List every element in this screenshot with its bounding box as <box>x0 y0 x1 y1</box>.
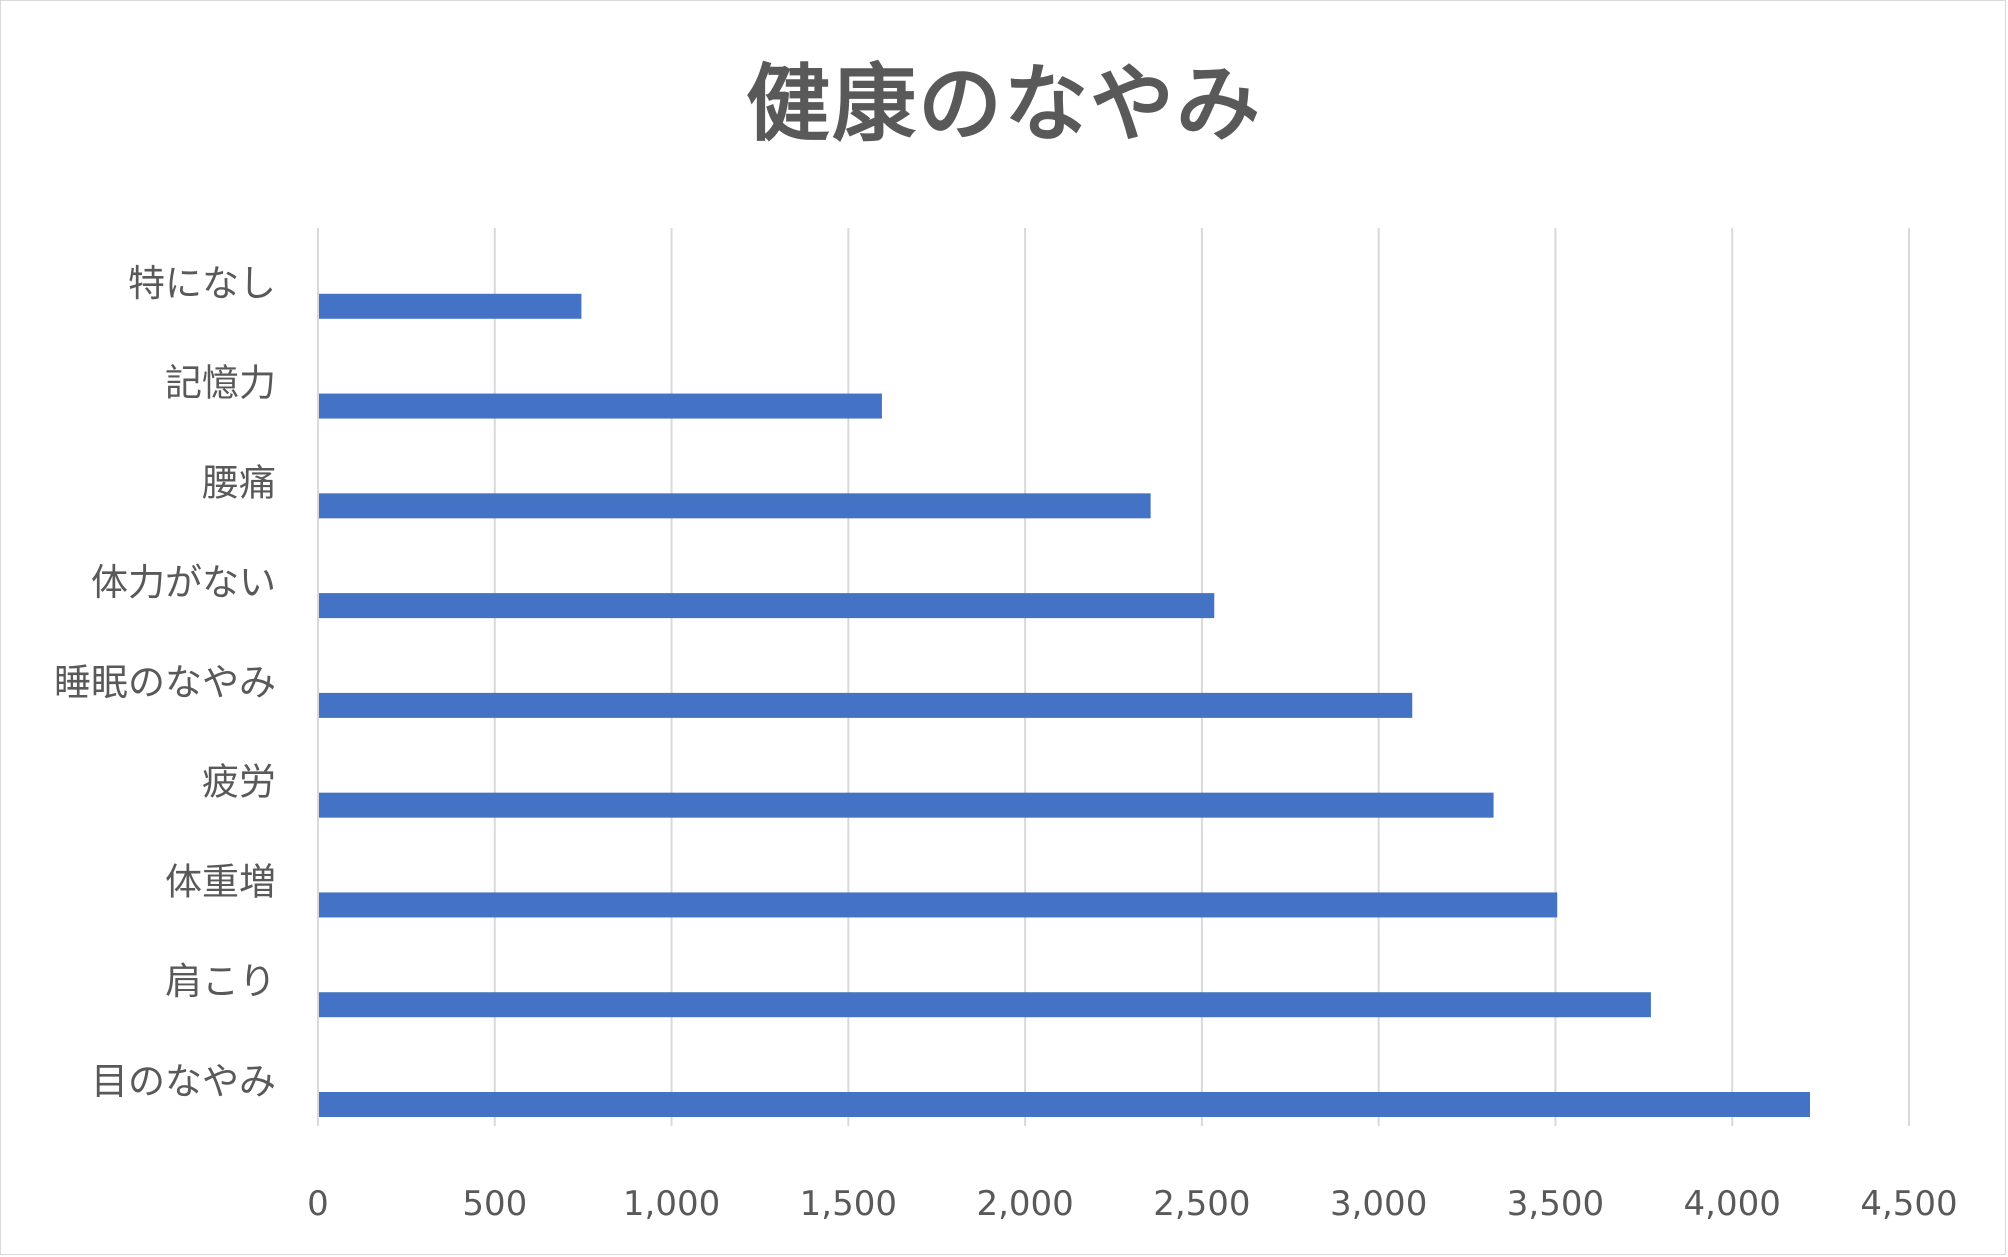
bar-6 <box>319 493 1151 519</box>
category-label-8: 特になし <box>128 262 276 305</box>
x-tick-label-5: 2,500 <box>1153 1184 1250 1224</box>
category-label-1: 肩こり <box>165 960 276 1003</box>
bar-2 <box>319 892 1558 918</box>
x-tick-label-7: 3,500 <box>1507 1184 1604 1224</box>
bar-8 <box>319 293 582 319</box>
y-axis-categories: 目のなやみ 肩こり 体重増 疲労 睡眠のなやみ 体力がない 腰痛 記憶力 特になし <box>54 262 276 1103</box>
x-axis-ticks: 0 500 1,000 1,500 2,000 2,500 3,000 3,500 4,000 4… <box>307 1184 1957 1224</box>
x-tick-label-3: 1,500 <box>800 1184 897 1224</box>
x-tick-label-9: 4,500 <box>1860 1184 1957 1224</box>
category-label-4: 睡眠のなやみ <box>54 661 276 704</box>
bar-5 <box>319 593 1215 619</box>
x-tick-label-8: 4,000 <box>1684 1184 1781 1224</box>
bar-3 <box>319 792 1494 818</box>
x-tick-label-6: 3,000 <box>1330 1184 1427 1224</box>
x-tick-label-4: 2,000 <box>976 1184 1073 1224</box>
bar-series <box>319 293 1811 1117</box>
category-label-5: 体力がない <box>91 561 276 604</box>
chart-title: 健康のなやみ <box>745 55 1262 153</box>
category-label-7: 記憶力 <box>165 362 276 405</box>
category-label-0: 目のなやみ <box>91 1060 276 1103</box>
bar-4 <box>319 692 1413 718</box>
x-tick-label-1: 500 <box>462 1184 527 1224</box>
x-tick-label-2: 1,000 <box>623 1184 720 1224</box>
x-tick-label-0: 0 <box>307 1184 329 1224</box>
bar-0 <box>319 1092 1811 1117</box>
bar-1 <box>319 992 1651 1018</box>
category-label-3: 疲労 <box>202 761 276 804</box>
grid-lines <box>317 228 1910 1126</box>
category-label-2: 体重増 <box>165 860 276 903</box>
category-label-6: 腰痛 <box>202 461 276 504</box>
bar-7 <box>319 393 882 419</box>
